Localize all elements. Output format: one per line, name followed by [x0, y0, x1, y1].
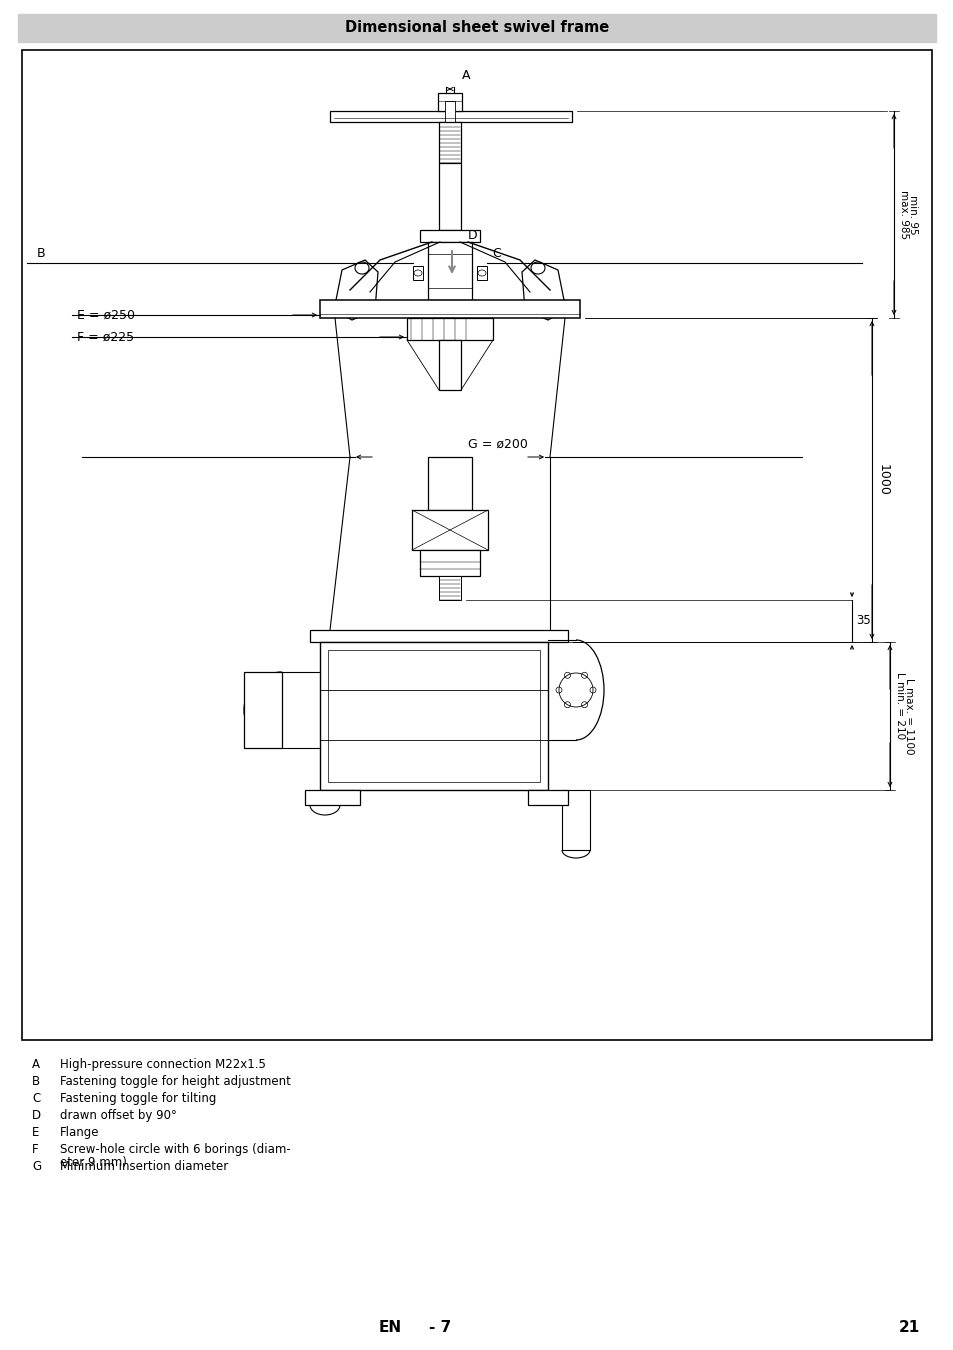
Text: G = ø200: G = ø200	[468, 437, 527, 451]
Polygon shape	[521, 261, 565, 320]
Bar	[438, 122, 460, 163]
Bar	[305, 790, 359, 805]
Bar	[438, 576, 460, 599]
Text: L max. = 1100: L max. = 1100	[903, 678, 913, 755]
Text: 1000: 1000	[876, 464, 889, 495]
Text: L min. = 210: L min. = 210	[894, 672, 904, 740]
Bar	[438, 340, 460, 390]
Text: E = ø250: E = ø250	[77, 309, 135, 321]
Text: High-pressure connection M22x1.5: High-pressure connection M22x1.5	[60, 1058, 266, 1071]
Text: 35: 35	[855, 614, 870, 628]
Bar	[244, 672, 282, 748]
Text: F: F	[32, 1143, 38, 1156]
Text: EN: EN	[378, 1320, 401, 1335]
Bar	[319, 300, 579, 319]
Bar	[413, 266, 422, 279]
Text: - 7: - 7	[429, 1320, 451, 1335]
Bar	[437, 93, 461, 111]
Bar	[428, 242, 472, 300]
Text: min. 95: min. 95	[907, 194, 917, 235]
Bar	[438, 163, 460, 230]
Text: E: E	[32, 1126, 39, 1139]
Bar	[330, 111, 572, 122]
Bar	[319, 643, 547, 790]
Bar	[328, 649, 539, 782]
Bar	[527, 790, 567, 805]
Text: Fastening toggle for tilting: Fastening toggle for tilting	[60, 1092, 216, 1106]
Polygon shape	[334, 261, 377, 320]
Bar	[310, 630, 567, 643]
Text: Fastening toggle for height adjustment: Fastening toggle for height adjustment	[60, 1075, 291, 1088]
Text: G: G	[32, 1160, 41, 1173]
Text: Minimum insertion diameter: Minimum insertion diameter	[60, 1160, 228, 1173]
Bar	[476, 266, 486, 279]
Text: max. 985: max. 985	[898, 190, 908, 239]
Text: A: A	[461, 69, 470, 82]
Text: D: D	[32, 1108, 41, 1122]
Bar	[419, 549, 479, 576]
Text: Flange: Flange	[60, 1126, 99, 1139]
Bar	[407, 319, 493, 340]
Text: C: C	[32, 1092, 40, 1106]
Text: 21: 21	[898, 1320, 919, 1335]
Text: B: B	[32, 1075, 40, 1088]
Text: Dimensional sheet swivel frame: Dimensional sheet swivel frame	[345, 20, 608, 35]
Text: F = ø225: F = ø225	[77, 331, 134, 343]
Text: D: D	[468, 230, 477, 242]
Bar	[561, 790, 589, 850]
Bar	[412, 510, 488, 549]
Bar	[444, 101, 455, 122]
Bar	[428, 458, 472, 510]
Text: Screw-hole circle with 6 borings (diam-: Screw-hole circle with 6 borings (diam-	[60, 1143, 291, 1156]
Text: C: C	[492, 247, 500, 261]
Bar	[419, 230, 479, 242]
Text: B: B	[37, 247, 46, 261]
Text: A: A	[32, 1058, 40, 1071]
Text: drawn offset by 90°: drawn offset by 90°	[60, 1108, 176, 1122]
Text: eter 9 mm): eter 9 mm)	[60, 1156, 127, 1169]
Bar	[22, 50, 931, 1040]
Bar	[18, 14, 935, 42]
